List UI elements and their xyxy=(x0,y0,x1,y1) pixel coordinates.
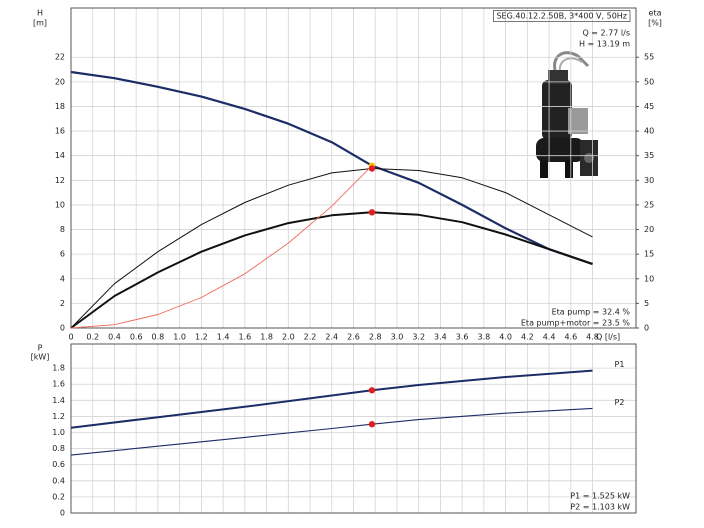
x-tick-label: 0.4 xyxy=(108,333,121,342)
y2-tick-label: 0 xyxy=(644,324,649,333)
duty-point xyxy=(368,165,376,172)
y-tick-label: 0.8 xyxy=(52,444,65,453)
y-axis-label: H xyxy=(37,9,43,18)
y-tick-label: 16 xyxy=(55,127,65,136)
x-tick-label: 2.4 xyxy=(325,333,338,342)
y-tick-label: 0 xyxy=(60,324,65,333)
x-tick-label: 0 xyxy=(68,333,73,342)
y-tick-label: 20 xyxy=(55,77,65,86)
x-tick-label: 3.8 xyxy=(478,333,491,342)
y-tick-label: 14 xyxy=(55,151,65,160)
y2-tick-label: 15 xyxy=(644,250,654,259)
curve xyxy=(70,211,593,329)
y-tick-label: 1.2 xyxy=(52,412,65,421)
annotation: H = 13.19 m xyxy=(579,40,630,49)
annotation: P1 = 1.525 kW xyxy=(570,492,630,501)
curve xyxy=(70,369,593,429)
x-tick-label: 0.2 xyxy=(86,333,99,342)
y-tick-label: 0.6 xyxy=(52,460,65,469)
x-tick-label: 3.2 xyxy=(412,333,425,342)
y2-tick-label: 55 xyxy=(644,53,654,62)
plot-frame xyxy=(70,343,637,514)
title-box xyxy=(493,10,631,22)
y-tick-label: 4 xyxy=(60,274,65,283)
y-tick-label: 1.0 xyxy=(52,428,65,437)
x-tick-label: 4.0 xyxy=(499,333,512,342)
x-tick-label: 1.2 xyxy=(195,333,208,342)
x-tick-label: 3.0 xyxy=(391,333,404,342)
annotation: P2 = 1.103 kW xyxy=(570,503,630,512)
duty-point xyxy=(368,387,376,394)
x-tick-label: 1.6 xyxy=(238,333,251,342)
x-tick-label: 1.0 xyxy=(173,333,186,342)
annotation: Q = 2.77 l/s xyxy=(582,29,630,38)
y-tick-label: 12 xyxy=(55,176,65,185)
x-tick-label: 2.2 xyxy=(304,333,317,342)
series-label: P2 xyxy=(615,398,625,407)
x-tick-label: 3.6 xyxy=(456,333,469,342)
y-tick-label: 0 xyxy=(60,509,65,518)
y-tick-label: 8 xyxy=(60,225,65,234)
x-tick-label: 4.4 xyxy=(543,333,556,342)
y-tick-label: 1.8 xyxy=(52,364,65,373)
y-tick-label: 1.6 xyxy=(52,380,65,389)
annotation: Eta pump = 32.4 % xyxy=(552,308,631,317)
curve xyxy=(70,407,593,456)
x-tick-label: 2.0 xyxy=(282,333,295,342)
y-tick-label: 22 xyxy=(55,53,65,62)
y2-tick-label: 5 xyxy=(644,299,649,308)
y2-tick-label: 10 xyxy=(644,274,654,283)
x-tick-label: 1.8 xyxy=(260,333,273,342)
series-label: P1 xyxy=(615,360,625,369)
y-tick-label: 18 xyxy=(55,102,65,111)
x-tick-label: 4.6 xyxy=(564,333,577,342)
x-tick-label: 1.4 xyxy=(217,333,230,342)
y2-axis-label: eta xyxy=(649,9,662,18)
x-axis-label: Q [l/s] xyxy=(596,333,620,342)
y2-tick-label: 35 xyxy=(644,151,654,160)
y2-tick-label: 40 xyxy=(644,127,654,136)
y-tick-label: 0.4 xyxy=(52,476,65,485)
y-axis-label: P xyxy=(38,344,43,353)
annotation: Eta pump+motor = 23.5 % xyxy=(521,319,631,328)
y-axis-unit: [m] xyxy=(33,19,47,28)
duty-point xyxy=(368,421,376,428)
y-tick-label: 2 xyxy=(60,299,65,308)
y2-tick-label: 30 xyxy=(644,176,654,185)
y2-tick-label: 20 xyxy=(644,225,654,234)
y2-axis-unit: [%] xyxy=(648,19,662,28)
chart-title: SEG.40.12.2.50B, 3*400 V, 50Hz xyxy=(496,12,627,21)
y-axis-unit: [kW] xyxy=(31,353,50,362)
x-tick-label: 3.4 xyxy=(434,333,447,342)
y-tick-label: 0.2 xyxy=(52,492,65,501)
x-tick-label: 4.2 xyxy=(521,333,534,342)
y-tick-label: 10 xyxy=(55,200,65,209)
x-tick-label: 4.8 xyxy=(586,333,599,342)
x-tick-label: 0.8 xyxy=(152,333,165,342)
x-tick-label: 0.6 xyxy=(130,333,143,342)
x-tick-label: 2.8 xyxy=(369,333,382,342)
plot-frame xyxy=(70,7,637,329)
y2-tick-label: 50 xyxy=(644,77,654,86)
y-tick-label: 6 xyxy=(60,250,65,259)
x-tick-label: 2.6 xyxy=(347,333,360,342)
curve xyxy=(70,70,593,266)
curve xyxy=(70,168,593,329)
duty-point xyxy=(368,209,376,216)
y-tick-label: 1.4 xyxy=(52,396,65,405)
y2-tick-label: 45 xyxy=(644,102,654,111)
curve xyxy=(70,165,373,329)
y2-tick-label: 25 xyxy=(644,200,654,209)
